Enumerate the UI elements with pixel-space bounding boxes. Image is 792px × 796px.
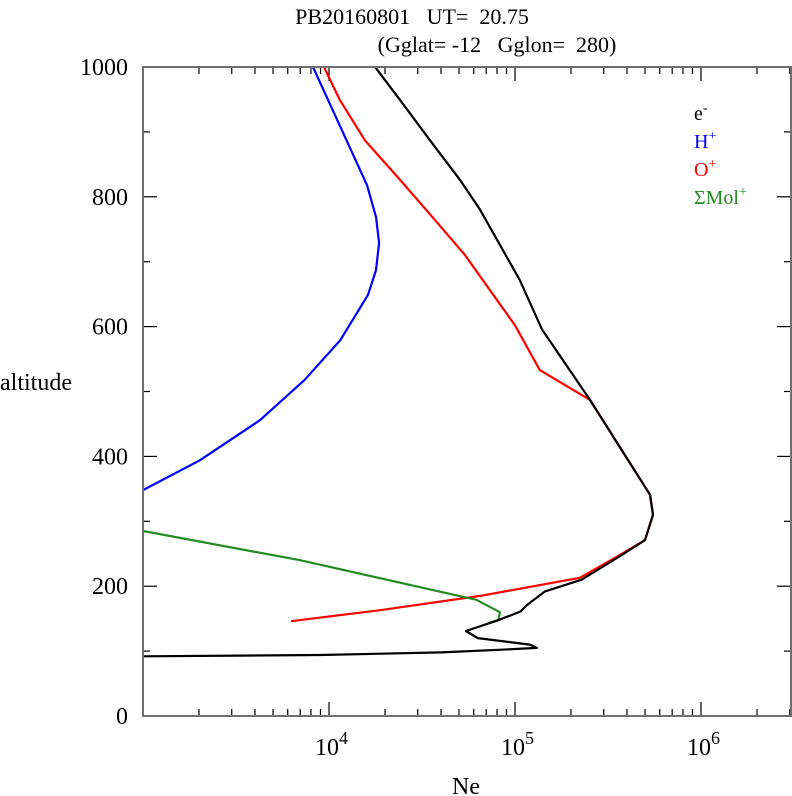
y-tick-label: 0 [116,704,128,730]
legend-label: H [694,131,708,153]
legend-label-sup: + [708,129,716,144]
x-axis-label: Ne [452,774,480,796]
series-line-electron [143,67,655,658]
legend-entry: H+ [694,129,716,153]
x-tick-label-base: 10 [501,735,525,761]
x-tick-label: 106 [687,728,720,761]
x-tick-label-base: 10 [687,735,711,761]
x-tick-label-base: 10 [315,735,339,761]
y-tick-label: 800 [92,185,128,211]
series-line-h-plus [143,67,381,492]
y-tick-label: 400 [92,444,128,470]
legend-label-sup: - [703,101,708,116]
series-line-o-plus [290,67,655,623]
y-tick-label: 200 [92,574,128,600]
legend-entry: O+ [694,157,716,181]
y-tick-label: 600 [92,315,128,341]
x-tick-label-exp: 6 [711,728,720,748]
legend-entry: ΣMol+ [694,185,747,209]
plot-area [143,67,655,658]
x-tick-label-exp: 5 [525,728,534,748]
chart-title-line2: (Gglat= -12 Gglon= 280) [378,32,617,57]
axis-ticks [143,67,791,716]
plot-frame [142,66,792,717]
chart-title-line1: PB20160801 UT= 20.75 [295,4,529,29]
legend-entry: e- [694,101,708,125]
y-tick-label: 1000 [80,55,128,81]
legend-label: e [694,103,703,125]
x-tick-label: 105 [501,728,534,761]
y-axis-label: altitude [0,370,72,396]
x-tick-label-exp: 4 [339,728,348,748]
x-tick-label: 104 [315,728,348,761]
legend-label-sup: + [739,185,747,200]
series-line-mol-plus [143,529,501,625]
legend-label: ΣMol [694,187,739,209]
legend: e-H+O+ΣMol+ [694,101,747,209]
legend-label-sup: + [708,157,716,172]
legend-label: O [694,159,708,181]
